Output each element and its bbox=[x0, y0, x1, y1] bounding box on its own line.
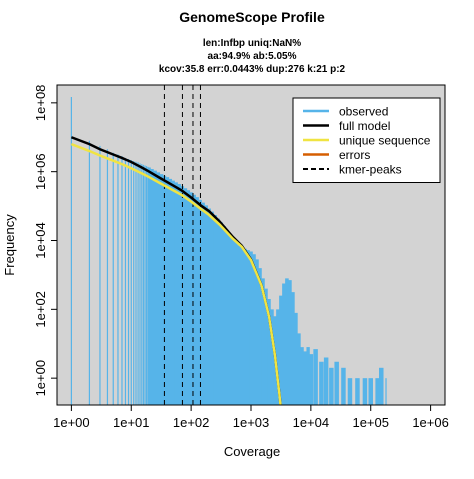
x-tick-label: 1e+03 bbox=[233, 415, 270, 430]
x-tick-label: 1e+01 bbox=[113, 415, 150, 430]
x-tick-label: 1e+05 bbox=[352, 415, 389, 430]
x-axis-label: Coverage bbox=[224, 444, 280, 459]
subtitle: kcov:35.8 err:0.0443% dup:276 k:21 p:2 bbox=[159, 64, 346, 75]
y-tick-label: 1e+00 bbox=[33, 360, 48, 397]
subtitle: aa:94.9% ab:5.05% bbox=[208, 51, 297, 62]
legend-label: full model bbox=[339, 119, 390, 133]
x-tick-label: 1e+04 bbox=[293, 415, 330, 430]
x-tick-label: 1e+00 bbox=[53, 415, 90, 430]
legend-label: errors bbox=[339, 148, 370, 162]
x-tick-label: 1e+06 bbox=[412, 415, 449, 430]
y-tick-label: 1e+02 bbox=[33, 291, 48, 328]
y-tick-label: 1e+06 bbox=[33, 153, 48, 190]
plot-area bbox=[70, 85, 387, 405]
y-tick-label: 1e+04 bbox=[33, 222, 48, 259]
y-axis-label: Frequency bbox=[2, 214, 17, 276]
legend-label: kmer-peaks bbox=[339, 163, 402, 177]
y-tick-label: 1e+08 bbox=[33, 85, 48, 122]
legend-label: unique sequence bbox=[339, 134, 431, 148]
legend-label: observed bbox=[339, 105, 388, 119]
subtitle: len:Infbp uniq:NaN% bbox=[203, 38, 301, 49]
x-tick-label: 1e+02 bbox=[173, 415, 210, 430]
chart-title: GenomeScope Profile bbox=[179, 9, 325, 25]
model-line bbox=[70, 142, 282, 405]
